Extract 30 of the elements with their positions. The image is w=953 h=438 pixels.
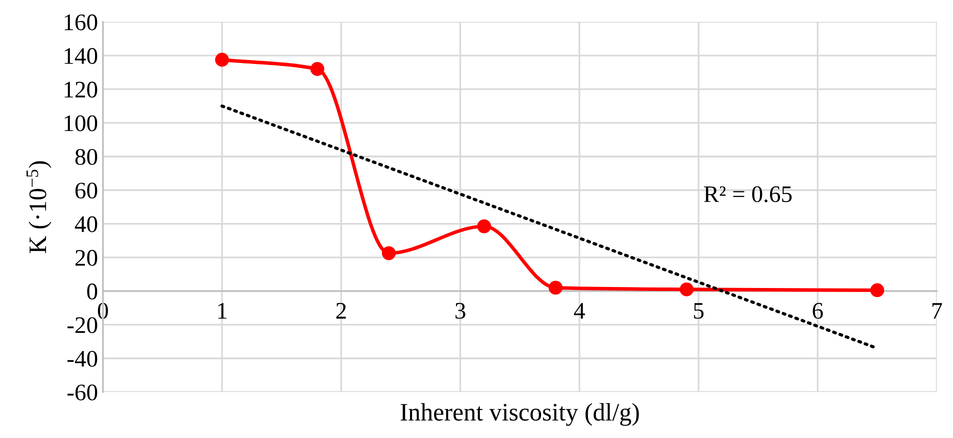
y-axis-title: K (·10$^{−5}$) <box>26 161 52 254</box>
x-tick-label: 4 <box>574 303 585 319</box>
x-tick-label: 7 <box>932 303 942 319</box>
y-tick-label: 60 <box>75 182 98 199</box>
y-tick-label: 20 <box>75 250 98 266</box>
y-tick-label: 40 <box>74 216 98 232</box>
x-axis-title: Inherent viscosity (dl/g) <box>400 403 639 426</box>
annotation: R² = 0.65 <box>704 186 792 202</box>
x-tick-label: 5 <box>694 303 704 319</box>
y-tick-label: 80 <box>75 148 98 165</box>
point <box>870 283 884 298</box>
point <box>548 280 563 295</box>
point <box>477 219 492 234</box>
y-tick-label: -20 <box>67 317 98 334</box>
point <box>215 52 229 67</box>
point <box>382 246 396 260</box>
y-tick-label: 100 <box>64 115 98 132</box>
x-tick-label: 1 <box>218 302 227 319</box>
y-tick-label: -60 <box>67 384 98 400</box>
y-tick-label: 140 <box>64 48 98 64</box>
y-tick-label: 120 <box>64 82 98 98</box>
y-tick-label: -40 <box>67 350 98 367</box>
x-tick-label: 2 <box>336 302 346 319</box>
point <box>310 62 324 76</box>
y-tick-label: 160 <box>64 14 98 30</box>
x-tick-label: 6 <box>812 302 823 319</box>
y-tick-label: 0 <box>87 284 98 300</box>
x-tick-label: 0 <box>98 302 108 319</box>
x-tick-label: 3 <box>456 302 466 319</box>
point <box>680 282 694 296</box>
